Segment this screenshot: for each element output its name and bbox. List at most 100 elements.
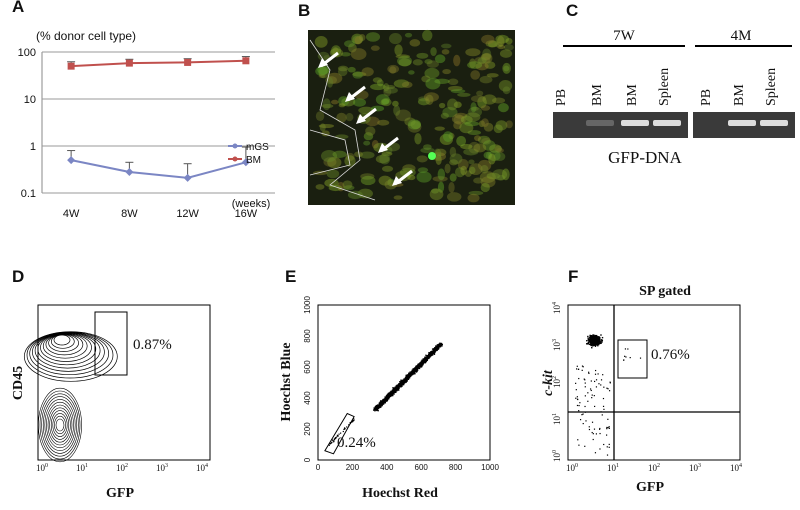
marker [241,158,250,167]
y-axis-label: (% donor cell type) [36,29,136,43]
tick-exp: 0 [552,450,558,453]
event [408,373,410,375]
gate [324,412,355,455]
cell [488,153,496,165]
cell [385,146,393,154]
event [336,435,339,437]
cell [416,155,428,163]
legend-marker [232,156,238,162]
cell [453,115,466,125]
cell [358,34,366,42]
tick-exp: 0 [575,463,578,469]
event [406,376,408,378]
cell [404,32,413,38]
event [588,372,590,375]
cell [489,144,502,153]
event [583,378,585,380]
cell [478,120,485,128]
event [608,427,610,429]
event [405,379,407,382]
event [423,358,425,361]
cell [477,159,492,172]
band [586,120,614,126]
cell [352,71,367,77]
event [419,364,421,367]
event [581,414,583,416]
event [403,383,405,385]
event [423,361,425,363]
event [590,338,593,340]
tick-base: 10 [607,463,617,473]
event [420,362,422,364]
event [425,356,427,359]
cell [347,66,356,73]
event [422,358,424,360]
band [760,120,788,126]
event [588,426,590,428]
x-tick-label: 8W [121,208,138,220]
event [398,389,400,391]
event [590,337,592,339]
event [425,354,427,356]
event [340,432,342,434]
event [590,380,592,382]
cell [412,59,423,66]
cell [385,84,396,90]
event [427,357,429,359]
event [382,399,384,402]
cell [460,115,473,124]
event [381,403,383,405]
event [594,335,597,337]
x-tick-label: 102 [648,463,660,473]
event [601,339,604,341]
event [431,353,434,355]
cell [363,140,371,146]
event [588,371,590,373]
cell [318,66,330,79]
event [587,337,589,339]
event [598,343,600,346]
event [608,390,611,392]
contour [49,407,71,443]
event [401,385,403,387]
cell [432,176,448,182]
contour [32,332,105,372]
cell [463,148,479,156]
event [594,340,596,342]
event [401,381,404,383]
event [594,369,597,372]
contour [23,331,118,382]
event [596,335,598,337]
cell [319,123,326,132]
cell [442,68,451,75]
event [427,354,429,357]
event [596,338,598,341]
cell [438,102,446,109]
tick-base: 10 [76,463,86,473]
cell [425,94,434,106]
event [425,357,427,360]
cell [389,32,402,45]
event [607,418,609,420]
cell [377,119,390,126]
tick-base: 10 [196,463,206,473]
event [594,342,597,344]
event [438,345,441,348]
marker [184,58,192,66]
cell [380,98,392,107]
event [578,444,580,446]
cell [397,55,413,67]
event [405,378,407,380]
contour [37,332,97,366]
y-tick-label: 200 [303,422,312,436]
event [400,382,402,384]
event [436,344,439,346]
cell [353,98,367,107]
event [597,373,599,375]
cell [393,79,410,88]
gfp-cell [428,152,436,160]
cell [322,98,331,111]
event [428,357,430,360]
event [594,340,596,343]
event [420,365,422,367]
